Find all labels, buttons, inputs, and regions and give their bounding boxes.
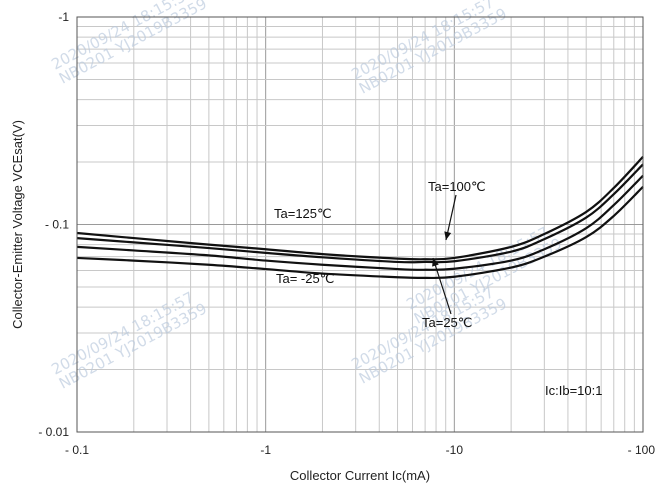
annotations: Ta=100℃ Ta=125℃ Ta= -25℃ Ta=25℃ Ic:Ib=10… bbox=[274, 179, 602, 398]
annotation-ta-125: Ta=125℃ bbox=[274, 206, 332, 221]
annotation-ta-25: Ta=25℃ bbox=[422, 315, 472, 330]
y-tick-label: -1 bbox=[58, 10, 69, 24]
x-axis-label: Collector Current Ic(mA) bbox=[290, 468, 430, 483]
x-tick-label: -1 bbox=[260, 443, 271, 457]
annotation-arrowhead bbox=[432, 258, 439, 267]
y-axis-label: Collector-Emitter Voltage VCEsat(V) bbox=[10, 120, 25, 329]
annotation-ta-100: Ta=100℃ bbox=[428, 179, 486, 194]
series-line-2 bbox=[76, 174, 644, 271]
watermark-layer: 2020/09/24 18:15:57NB0201 YJ2019B3359 202… bbox=[48, 0, 564, 393]
series-line-0 bbox=[76, 156, 644, 261]
annotation-ta-minus-25: Ta= -25℃ bbox=[276, 271, 334, 286]
series-line-3 bbox=[76, 185, 644, 280]
plot-frame bbox=[76, 16, 644, 433]
series-layer bbox=[76, 156, 644, 280]
tick-labels: - 0.1 -1 -10 - 100 -1 - 0.1 - 0.01 bbox=[38, 10, 655, 457]
watermark-text: 2020/09/24 18:15:57NB0201 YJ2019B3359 bbox=[48, 285, 209, 392]
annotation-arrow-line bbox=[432, 257, 452, 315]
annotation-ic-ib-ratio: Ic:Ib=10:1 bbox=[545, 383, 602, 398]
x-tick-label: - 0.1 bbox=[65, 443, 89, 457]
x-tick-label: - 100 bbox=[628, 443, 656, 457]
y-tick-label: - 0.1 bbox=[45, 218, 69, 232]
chart-grid bbox=[76, 17, 643, 433]
watermark-text: 2020/09/24 18:15:57NB0201 YJ2019B3359 bbox=[48, 0, 209, 88]
series-line-1 bbox=[76, 163, 644, 264]
y-tick-label: - 0.01 bbox=[38, 425, 69, 439]
annotation-arrows bbox=[432, 194, 457, 315]
annotation-arrowhead bbox=[444, 231, 452, 240]
x-tick-label: -10 bbox=[446, 443, 464, 457]
